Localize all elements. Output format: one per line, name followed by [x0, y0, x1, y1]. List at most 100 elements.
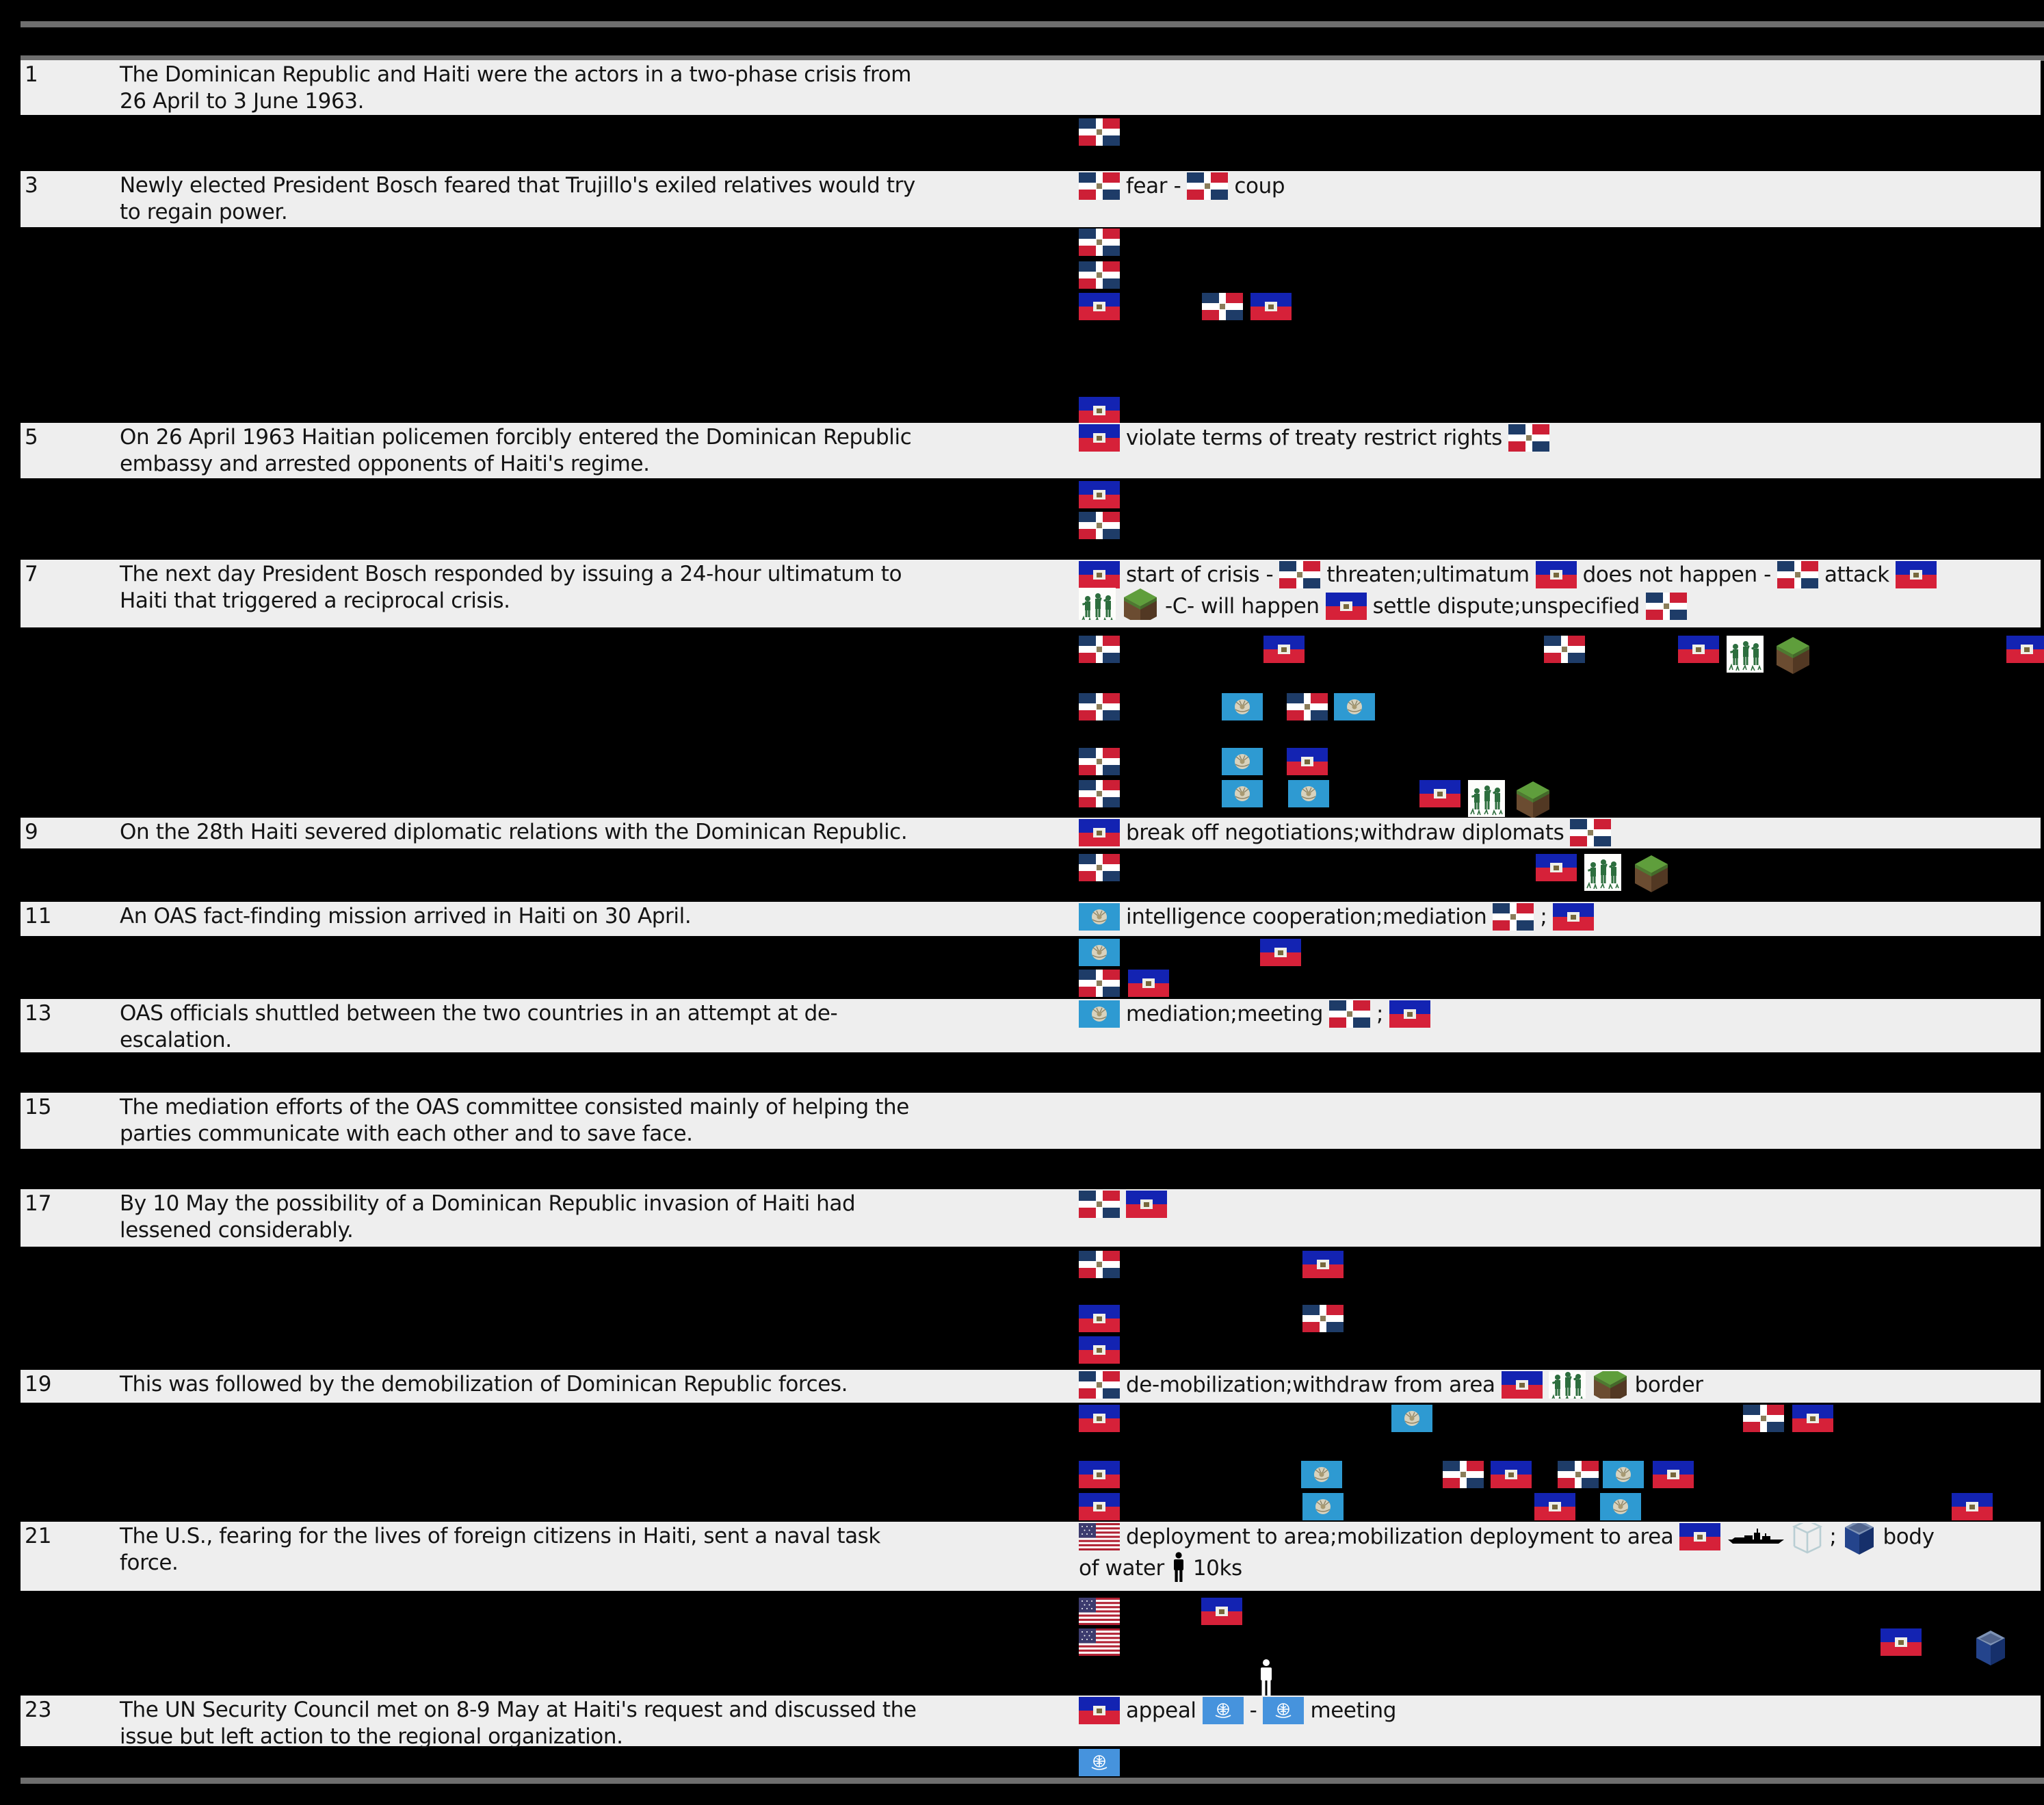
flag-dominican-republic [1079, 229, 1120, 256]
annotation-text: coup [1234, 174, 1285, 198]
annotation-line: intelligence cooperation;mediation; [1079, 903, 2042, 931]
statement-row-17: 17 By 10 May the possibility of a Dominic… [21, 1189, 2041, 1247]
annotation-line: de-mobilization;withdraw from area border [1079, 1371, 2042, 1399]
statement-row-23: 23 The UN Security Council met on 8-9 May… [21, 1696, 2042, 1749]
flag-haiti [1079, 293, 1120, 320]
row-number: 23 [25, 1698, 52, 1722]
statement-row-13: 13 OAS officials shuttled between the two… [21, 999, 2041, 1052]
row-number: 7 [25, 562, 38, 586]
statement-text: An OAS fact-finding mission arrived in H… [120, 904, 692, 929]
flag-haiti [1535, 561, 1577, 588]
annotation-text: violate terms of treaty restrict rights [1126, 426, 1502, 450]
row-number: 13 [25, 1001, 52, 1026]
warship-icon [1727, 1529, 1785, 1545]
annotation-line: of water 10ks [1079, 1552, 2042, 1582]
annotation-line: fear - coup [1079, 172, 2042, 200]
statement-text: The UN Security Council met on 8-9 May a… [120, 1698, 917, 1749]
flag-oas [1301, 1461, 1342, 1488]
annotation-text: -C- will happen [1165, 594, 1320, 619]
flag-haiti [1079, 819, 1120, 846]
flag-haiti [1126, 1191, 1167, 1218]
annotation-line: break off negotiations;withdraw diplomat… [1079, 819, 2042, 846]
annotation-text: ; [1829, 1524, 1837, 1549]
flag-haiti [1079, 1461, 1120, 1488]
flag-haiti [1553, 903, 1595, 931]
land-block-icon [1774, 636, 1811, 675]
annotation-line: appeal - meeting [1079, 1697, 2042, 1724]
land-block-icon [1515, 780, 1551, 819]
flag-oas [1079, 1000, 1120, 1028]
statement-text: The next day President Bosch responded b… [120, 562, 902, 613]
flag-dominican-republic [1079, 780, 1120, 807]
person-icon [1170, 1552, 1187, 1582]
annotation-text: appeal [1126, 1698, 1196, 1723]
soldiers-icon [1727, 636, 1764, 673]
statement-row-5: 5 On 26 April 1963 Haitian policemen forc… [21, 423, 2041, 478]
annotation-text: body [1883, 1524, 1935, 1549]
flag-haiti [1287, 748, 1328, 775]
water-block-icon [1974, 1628, 2008, 1667]
annotation [1079, 1191, 2042, 1218]
statement-text: OAS officials shuttled between the two c… [120, 1001, 838, 1052]
annotation-text: attack [1824, 562, 1889, 587]
top-rule [21, 21, 2044, 27]
soldiers-icon [1079, 588, 1116, 620]
water-block-icon [1842, 1523, 1876, 1556]
flag-dominican-republic [1279, 561, 1321, 588]
statement-row-7: 7 The next day President Bosch responded … [21, 560, 2041, 627]
flag-haiti [1128, 970, 1169, 997]
flag-haiti [1653, 1461, 1694, 1488]
annotation-line [1079, 1191, 2042, 1218]
flag-haiti [1389, 1000, 1431, 1028]
flag-dominican-republic [1493, 903, 1534, 931]
row-number: 9 [25, 820, 38, 844]
flag-haiti [1260, 939, 1301, 966]
header-separator-rule [21, 55, 2044, 61]
annotation-line: start of crisis - threaten;ultimatum does … [1079, 561, 2042, 588]
row-number: 21 [25, 1524, 52, 1548]
annotation-text: start of crisis - [1126, 562, 1274, 587]
flag-oas [1288, 780, 1329, 807]
flag-haiti [1678, 636, 1719, 663]
annotation: intelligence cooperation;mediation; [1079, 903, 2042, 931]
flag-dominican-republic [1443, 1461, 1484, 1488]
statement-text: On 26 April 1963 Haitian policemen forci… [120, 425, 912, 476]
person-icon-white [1256, 1659, 1276, 1697]
flag-dominican-republic [1544, 636, 1585, 663]
flag-haiti [1079, 561, 1120, 588]
flag-usa [1079, 1523, 1120, 1550]
flag-haiti [1302, 1251, 1344, 1278]
flag-usa [1079, 1598, 1120, 1625]
flag-dominican-republic [1777, 561, 1818, 588]
row-number: 11 [25, 904, 52, 929]
flag-haiti [1952, 1493, 1993, 1520]
statement-text: On the 28th Haiti severed diplomatic rel… [120, 820, 908, 844]
row-number: 5 [25, 425, 38, 450]
flag-dominican-republic [1079, 693, 1120, 720]
statement-row-3: 3 Newly elected President Bosch feared th… [21, 171, 2041, 227]
statement-row-1: 1 The Dominican Republic and Haiti were t… [21, 60, 2041, 115]
flag-haiti [1250, 293, 1292, 320]
annotation-text: meeting [1310, 1698, 1397, 1723]
row-number: 17 [25, 1191, 52, 1216]
land-block-icon [1633, 854, 1670, 893]
flag-un [1263, 1697, 1305, 1724]
flag-haiti [1201, 1598, 1242, 1625]
annotation: break off negotiations;withdraw diplomat… [1079, 819, 2042, 846]
flag-un [1202, 1697, 1244, 1724]
flag-dominican-republic [1645, 593, 1687, 620]
flag-dominican-republic [1508, 424, 1549, 452]
flag-dominican-republic [1079, 261, 1120, 289]
flag-oas [1079, 939, 1120, 966]
row-number: 19 [25, 1372, 52, 1397]
flag-dominican-republic [1570, 819, 1612, 846]
flag-usa [1079, 1628, 1120, 1656]
flag-oas [1079, 903, 1120, 931]
flag-dominican-republic [1079, 512, 1120, 539]
statement-text: The mediation efforts of the OAS committ… [120, 1095, 909, 1146]
land-block-icon [1592, 1371, 1629, 1399]
annotation-text: intelligence cooperation;mediation [1126, 905, 1487, 929]
annotation-line: deployment to area;mobilization deployme… [1079, 1523, 2042, 1555]
annotation: deployment to area;mobilization deployme… [1079, 1523, 2042, 1582]
flag-oas [1302, 1493, 1344, 1520]
